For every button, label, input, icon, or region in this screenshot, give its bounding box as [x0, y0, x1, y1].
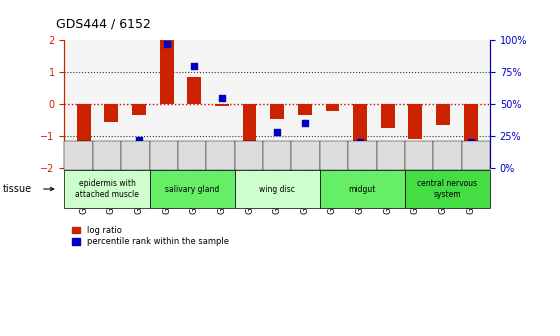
Bar: [353, 104, 367, 141]
Text: epidermis with
attached muscle: epidermis with attached muscle: [75, 179, 139, 199]
Point: [107, 156, 116, 162]
Point: [217, 95, 226, 100]
Text: midgut: midgut: [349, 184, 376, 194]
Bar: [325, 104, 339, 111]
Bar: [132, 104, 146, 115]
Bar: [188, 77, 201, 104]
Bar: [77, 104, 91, 147]
Bar: [160, 40, 174, 104]
Point: [438, 142, 447, 148]
Bar: [298, 104, 312, 115]
Bar: [408, 104, 422, 139]
Point: [300, 121, 309, 126]
Text: salivary gland: salivary gland: [165, 184, 219, 194]
Bar: [242, 104, 256, 144]
Point: [383, 148, 392, 153]
Bar: [436, 104, 450, 125]
Point: [190, 63, 199, 69]
Bar: [215, 104, 229, 106]
Point: [273, 130, 282, 135]
Point: [411, 145, 420, 150]
Point: [328, 151, 337, 157]
Bar: [464, 104, 478, 144]
Legend: log ratio, percentile rank within the sample: log ratio, percentile rank within the sa…: [68, 222, 232, 250]
Text: tissue: tissue: [3, 184, 32, 194]
FancyArrowPatch shape: [44, 187, 54, 191]
Point: [245, 158, 254, 163]
Point: [356, 140, 365, 145]
Bar: [270, 104, 284, 119]
Text: wing disc: wing disc: [259, 184, 295, 194]
Bar: [105, 104, 118, 122]
Text: GDS444 / 6152: GDS444 / 6152: [56, 17, 151, 30]
Text: central nervous
system: central nervous system: [417, 179, 478, 199]
Point: [162, 41, 171, 47]
Point: [134, 137, 143, 142]
Point: [466, 140, 475, 145]
Bar: [381, 104, 395, 128]
Point: [80, 162, 88, 167]
